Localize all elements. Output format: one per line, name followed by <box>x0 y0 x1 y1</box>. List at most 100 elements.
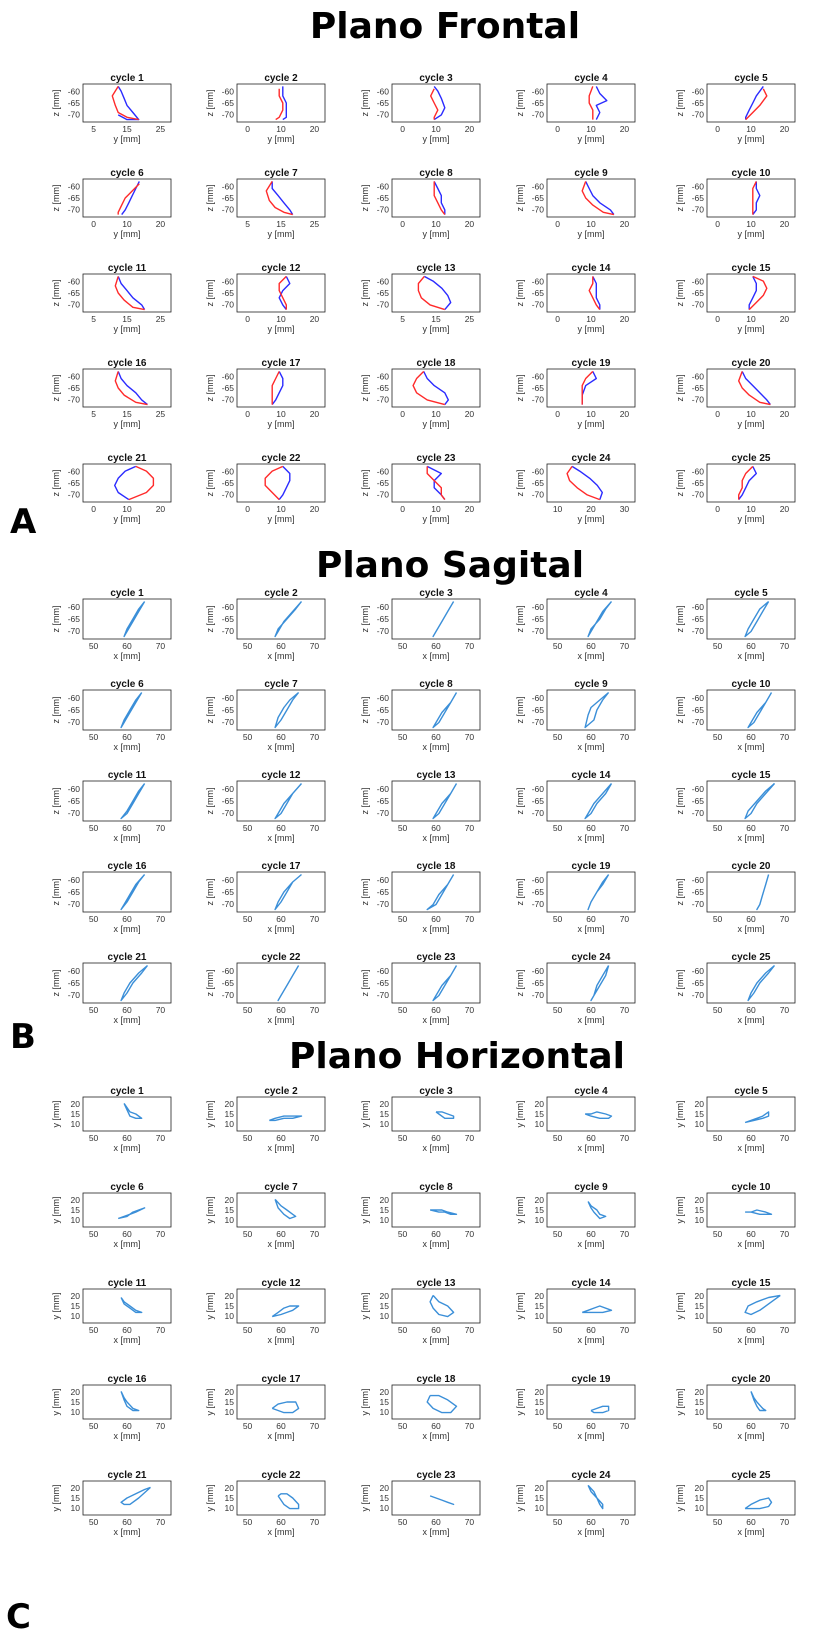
x-tick-label: 70 <box>465 914 475 924</box>
y-tick-label: -65 <box>68 705 81 715</box>
x-axis-label: x [mm] <box>114 924 141 934</box>
panel-title: cycle 9 <box>574 679 608 690</box>
trajectory-series-1 <box>282 86 287 121</box>
trajectory-series-1 <box>747 964 776 1002</box>
panel-title: cycle 15 <box>732 263 771 274</box>
trajectory-series-1 <box>432 601 455 638</box>
x-tick-label: 0 <box>400 409 405 419</box>
x-axis-label: x [mm] <box>268 1335 295 1345</box>
x-tick-label: 70 <box>465 1421 475 1431</box>
y-tick-label: -65 <box>377 705 390 715</box>
y-tick-label: -60 <box>692 182 705 192</box>
x-axis-label: x [mm] <box>268 651 295 661</box>
x-tick-label: 60 <box>586 823 596 833</box>
axes-box <box>546 689 636 731</box>
y-tick-label: -60 <box>532 182 545 192</box>
x-tick-label: 70 <box>310 914 320 924</box>
trajectory-series-1 <box>581 1305 613 1314</box>
trajectory-series-1 <box>584 783 613 820</box>
y-tick-label: 10 <box>535 1215 545 1225</box>
x-axis-label: x [mm] <box>114 1431 141 1441</box>
x-tick-label: 50 <box>89 823 99 833</box>
x-tick-label: 50 <box>398 914 408 924</box>
axes-box <box>546 368 636 408</box>
panel-sagittal-cycle-24: cycle 24 -60 -65 -70 z [mm] 50 60 70 x [mm] <box>515 952 636 1025</box>
panel-title: cycle 24 <box>572 453 611 464</box>
x-tick-label: 25 <box>156 124 166 134</box>
x-tick-label: 50 <box>398 1325 408 1335</box>
axes-box <box>82 1096 172 1132</box>
x-tick-label: 20 <box>780 504 790 514</box>
trajectory-series-1 <box>271 181 294 215</box>
x-tick-label: 70 <box>310 1005 320 1015</box>
panel-sagittal-cycle-14: cycle 14 -60 -65 -70 z [mm] 50 60 70 x [mm] <box>515 770 636 843</box>
x-tick-label: 0 <box>715 219 720 229</box>
trajectory-series-1 <box>429 1294 455 1318</box>
y-axis-label: y [mm] <box>515 1293 525 1320</box>
x-tick-label: 70 <box>780 1133 790 1143</box>
x-tick-label: 70 <box>620 1005 630 1015</box>
panel-frontal-cycle-1: cycle 1 -60-65-70 z [mm] 5 15 25 y [mm] <box>51 73 172 144</box>
y-tick-label: -65 <box>692 796 705 806</box>
x-axis-label: x [mm] <box>738 833 765 843</box>
x-axis-label: x [mm] <box>114 1015 141 1025</box>
x-tick-label: 0 <box>555 409 560 419</box>
y-tick-label: 15 <box>535 1301 545 1311</box>
axes-box <box>391 780 481 822</box>
axes-box <box>546 871 636 913</box>
y-tick-label: 20 <box>71 1099 81 1109</box>
x-tick-label: 20 <box>586 504 596 514</box>
y-tick-label: -65 <box>68 478 81 488</box>
y-tick-label: -65 <box>532 478 545 488</box>
y-tick-label: -60 <box>532 277 545 287</box>
x-tick-label: 10 <box>276 124 286 134</box>
x-tick-label: 5 <box>245 219 250 229</box>
x-tick-label: 70 <box>780 914 790 924</box>
panel-title: cycle 22 <box>262 1470 301 1481</box>
y-axis-label: z [mm] <box>675 185 685 212</box>
section-sagittal: Plano Sagital B cycle 1 -60 -65 -70 z [mm] 50… <box>10 545 796 1057</box>
y-tick-label: -60 <box>68 602 81 612</box>
x-tick-label: 60 <box>431 641 441 651</box>
x-tick-label: 60 <box>431 1325 441 1335</box>
x-tick-label: 10 <box>431 409 441 419</box>
y-tick-label: 10 <box>695 1311 705 1321</box>
panel-title: cycle 21 <box>108 952 147 963</box>
y-tick-label: -65 <box>68 978 81 988</box>
panel-frontal-cycle-10: cycle 10 -60-65-70 z [mm] 0 10 20 y [mm] <box>675 168 796 239</box>
panel-title: cycle 10 <box>732 168 771 179</box>
x-tick-label: 5 <box>91 409 96 419</box>
y-axis-label: y [mm] <box>360 1101 370 1128</box>
y-axis-label: z [mm] <box>675 470 685 497</box>
panel-frontal-cycle-24: cycle 24 -60-65-70 z [mm] 10 20 30 y [mm] <box>515 453 636 524</box>
y-axis-label: z [mm] <box>515 280 525 307</box>
panel-title: cycle 4 <box>574 1086 608 1097</box>
trajectory-series-2 <box>412 370 445 406</box>
y-tick-label: -60 <box>222 277 235 287</box>
panel-frontal-cycle-16: cycle 16 -60-65-70 z [mm] 5 15 25 y [mm] <box>51 358 172 429</box>
panel-title: cycle 12 <box>262 263 301 274</box>
panel-title: cycle 17 <box>262 861 301 872</box>
trajectory-series-2 <box>271 371 280 405</box>
trajectory-series-1 <box>278 465 291 501</box>
y-tick-label: -60 <box>692 693 705 703</box>
y-axis-label: y [mm] <box>515 1485 525 1512</box>
y-tick-label: -70 <box>68 394 81 404</box>
y-tick-label: 15 <box>380 1493 390 1503</box>
x-tick-label: 10 <box>553 504 563 514</box>
x-tick-label: 60 <box>276 1325 286 1335</box>
y-tick-label: 10 <box>535 1407 545 1417</box>
y-tick-label: 10 <box>225 1503 235 1513</box>
y-axis-label: y [mm] <box>51 1485 61 1512</box>
x-tick-label: 50 <box>398 732 408 742</box>
x-tick-label: 5 <box>91 314 96 324</box>
panel-grid-frontal: cycle 1-60-65-70z [mm]5 15 25y [mm] cycle 2… <box>51 73 796 524</box>
x-tick-label: 50 <box>243 1005 253 1015</box>
trajectory-series-1 <box>587 601 613 638</box>
x-tick-label: 60 <box>746 1325 756 1335</box>
y-tick-label: -70 <box>692 204 705 214</box>
x-tick-label: 60 <box>746 1005 756 1015</box>
